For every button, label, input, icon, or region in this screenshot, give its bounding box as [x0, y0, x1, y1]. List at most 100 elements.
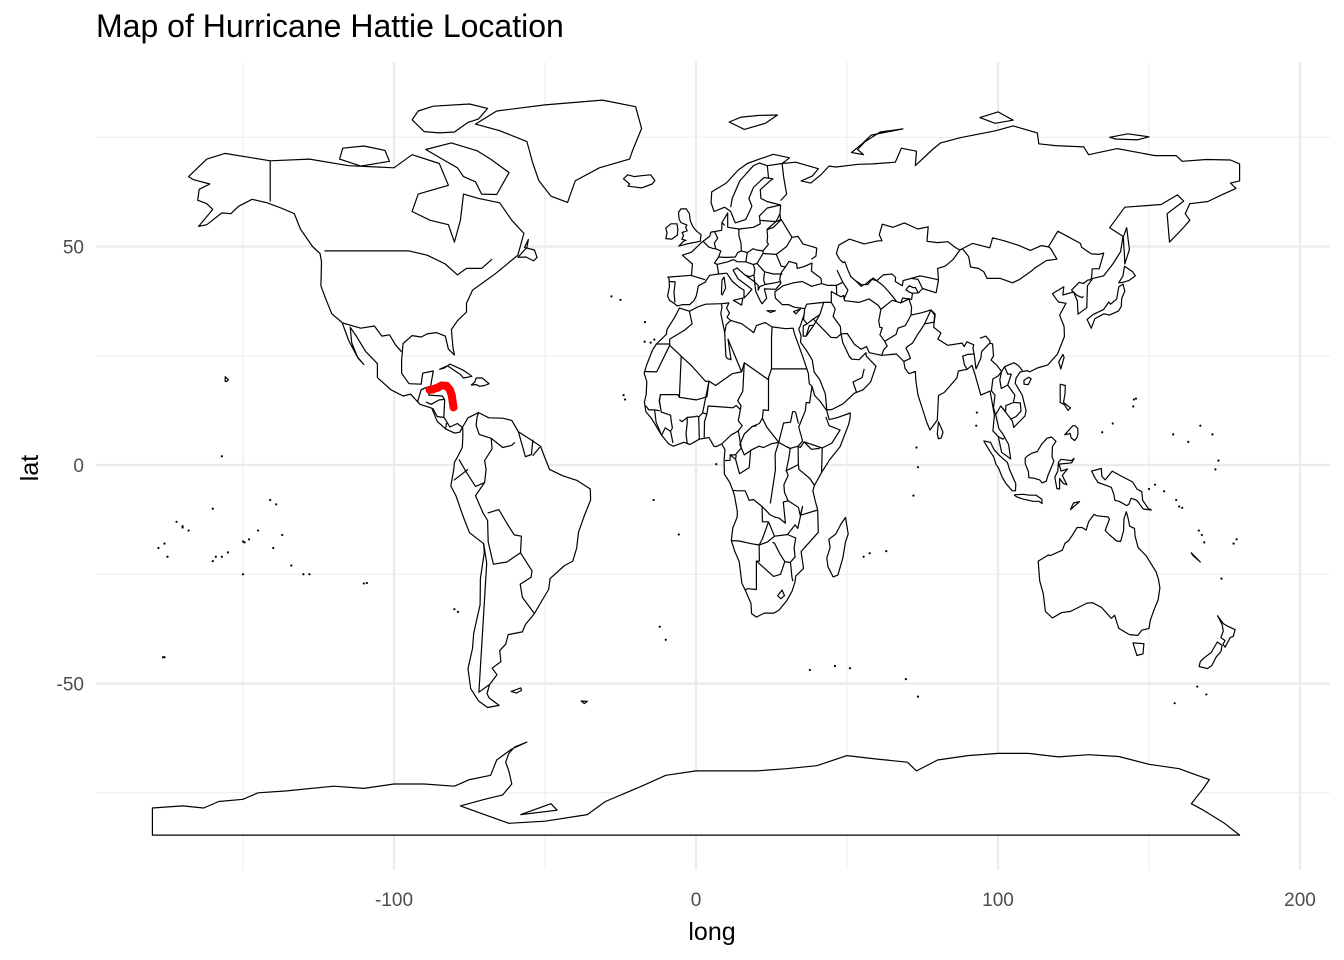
island-mark: [1147, 487, 1151, 491]
country-border: [789, 562, 794, 582]
island-mark: [649, 341, 652, 344]
island-mark: [1173, 702, 1176, 705]
country-border: [690, 274, 706, 281]
island-mark: [1203, 541, 1206, 544]
island-mark: [915, 446, 918, 449]
chart-title: Map of Hurricane Hattie Location: [96, 8, 564, 44]
country-border: [855, 273, 924, 294]
country-border: [716, 259, 738, 265]
island-mark: [652, 498, 655, 502]
island-mark: [257, 529, 260, 532]
country-border: [924, 309, 936, 325]
country-border: [756, 263, 783, 275]
landmass-new-zealand-south: [1198, 641, 1223, 670]
x-tick-label: 0: [691, 890, 702, 911]
country-border: [654, 409, 663, 436]
country-border: [425, 398, 446, 405]
country-border: [805, 324, 814, 337]
island-mark: [1132, 405, 1135, 408]
country-border: [775, 213, 781, 222]
country-border: [732, 489, 789, 524]
country-border: [959, 246, 1058, 284]
island-mark: [281, 533, 284, 537]
landmass-new-caledonia: [1190, 552, 1201, 563]
country-border: [835, 222, 961, 281]
island-mark: [885, 549, 888, 553]
island-mark: [187, 529, 190, 532]
country-border: [1070, 279, 1091, 291]
country-border: [752, 264, 756, 282]
landmass-sicily: [732, 297, 744, 306]
island-mark: [362, 582, 365, 585]
island-mark: [1200, 533, 1203, 537]
island-mark: [1187, 440, 1190, 443]
landmass-ellesmere: [411, 103, 489, 134]
landmass-greenland: [474, 99, 643, 203]
hurricane-track: [425, 381, 458, 412]
country-border: [783, 446, 818, 516]
island-mark: [1181, 506, 1184, 509]
landmass-north-america: [188, 152, 525, 434]
country-border: [821, 416, 841, 449]
country-border: [830, 302, 842, 334]
country-border: [802, 314, 821, 337]
track-point: [425, 385, 434, 394]
country-border: [756, 533, 797, 577]
island-mark: [161, 656, 165, 659]
country-border: [772, 541, 786, 562]
landmass-hispaniola: [470, 377, 490, 387]
country-border: [999, 371, 1008, 390]
landmass-cyprus: [792, 308, 802, 315]
island-mark: [1235, 538, 1238, 541]
island-mark: [715, 463, 718, 466]
landmass-svalbard: [728, 114, 779, 130]
country-border: [812, 318, 842, 339]
landmass-new-siberian: [1109, 133, 1150, 141]
country-border: [759, 219, 777, 223]
island-mark: [453, 608, 456, 611]
landmass-taiwan: [1058, 353, 1065, 370]
landmass-baffin: [425, 142, 510, 196]
x-tick-label: 200: [1284, 890, 1316, 911]
country-border: [997, 436, 1005, 440]
landmass-sumatra: [983, 440, 1017, 492]
landmass-hokkaido: [1118, 265, 1136, 284]
landmass-ireland: [665, 223, 679, 240]
country-border: [669, 280, 676, 303]
y-axis-title: lat: [16, 455, 44, 481]
country-border: [778, 411, 799, 443]
island-mark: [220, 455, 223, 458]
landmass-sardinia-corsica: [720, 276, 727, 296]
country-border: [848, 356, 853, 360]
country-border: [474, 482, 522, 565]
country-border: [685, 412, 708, 444]
island-mark: [220, 555, 223, 558]
island-mark: [275, 503, 278, 506]
landmass-cuba: [439, 363, 473, 379]
y-tick-label: -50: [57, 675, 84, 696]
country-border: [767, 505, 804, 537]
country-border: [903, 309, 932, 362]
landmass-sulawesi: [1054, 457, 1075, 490]
island-mark: [269, 498, 272, 502]
landmass-hainan: [1023, 376, 1032, 386]
country-border: [766, 165, 770, 178]
country-border: [973, 335, 991, 370]
island-mark: [247, 538, 251, 541]
landmass-borneo: [1024, 436, 1057, 484]
island-mark: [241, 573, 245, 576]
x-axis-ticks: -100 0 100 200: [375, 890, 1316, 911]
x-tick-label: 100: [982, 890, 1014, 911]
island-mark: [916, 466, 920, 469]
country-border: [754, 281, 766, 291]
country-border: [658, 394, 674, 444]
island-mark: [912, 494, 915, 497]
island-mark: [290, 564, 293, 567]
island-mark: [302, 573, 305, 576]
country-border: [737, 362, 745, 410]
country-border: [775, 235, 818, 260]
island-mark: [848, 667, 852, 670]
island-mark: [904, 678, 907, 681]
country-border: [735, 454, 737, 460]
country-border: [766, 218, 793, 238]
